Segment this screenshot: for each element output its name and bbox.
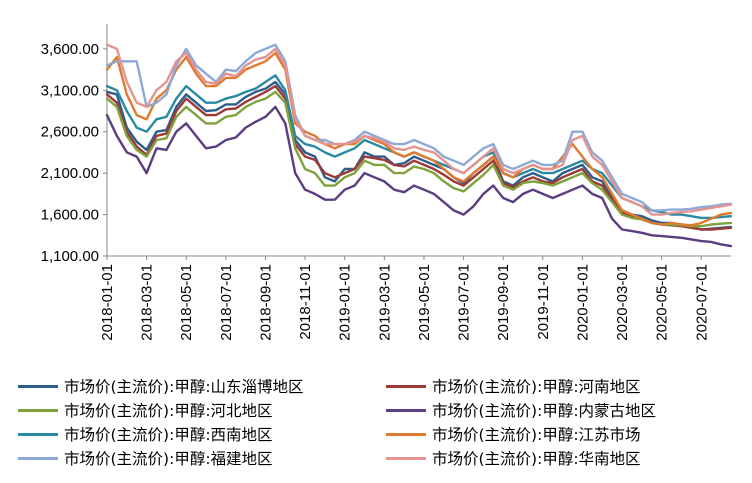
series-line-7 <box>105 43 733 212</box>
series-line-3 <box>105 90 733 228</box>
chart: 1,100.00 1,600.00 2,100.00 2,600.00 3,100.00… <box>41 24 733 341</box>
legend-swatch <box>18 432 58 436</box>
x-tick-label: 2019-03-01 <box>376 264 393 341</box>
x-tick-label: 2018-05-01 <box>178 264 195 341</box>
legend-swatch <box>18 384 58 388</box>
legend-label: 市场价(主流价):甲醇:河北地区 <box>64 402 273 420</box>
legend-label: 市场价(主流价):甲醇:山东淄博地区 <box>64 378 304 396</box>
y-tick-label: 2,600.00 <box>41 124 99 141</box>
legend-label: 市场价(主流价):甲醇:西南地区 <box>64 426 273 444</box>
x-tick-label: 2019-05-01 <box>416 264 433 341</box>
series-line-6 <box>105 51 733 227</box>
x-tick-label: 2020-01-01 <box>574 264 591 341</box>
x-tick-label: 2018-03-01 <box>139 264 156 341</box>
legend-item: 市场价(主流价):甲醇:西南地区 <box>18 422 273 446</box>
legend-item: 市场价(主流价):甲醇:河南地区 <box>386 374 641 398</box>
x-tick-label: 2020-05-01 <box>654 264 671 341</box>
legend-swatch <box>386 408 426 412</box>
series-line-2 <box>105 84 733 231</box>
y-tick-label: 1,100.00 <box>41 248 99 265</box>
y-tick-label: 1,600.00 <box>41 207 99 224</box>
series-line-4 <box>105 105 733 248</box>
legend-item: 市场价(主流价):甲醇:福建地区 <box>18 446 273 470</box>
x-tick-label: 2020-03-01 <box>614 264 631 341</box>
legend-item: 市场价(主流价):甲醇:山东淄博地区 <box>18 374 304 398</box>
legend-swatch <box>18 456 58 460</box>
legend-label: 市场价(主流价):甲醇:江苏市场 <box>432 426 641 444</box>
legend-item: 市场价(主流价):甲醇:内蒙古地区 <box>386 398 656 422</box>
legend-item: 市场价(主流价):甲醇:河北地区 <box>18 398 273 422</box>
x-tick-label: 2019-09-01 <box>495 264 512 341</box>
legend-label: 市场价(主流价):甲醇:河南地区 <box>432 378 641 396</box>
axes <box>106 24 731 257</box>
series-line-8 <box>105 43 733 216</box>
legend-label: 市场价(主流价):甲醇:华南地区 <box>432 450 641 468</box>
x-tick-label: 2018-09-01 <box>257 264 274 341</box>
legend-item: 市场价(主流价):甲醇:江苏市场 <box>386 422 641 446</box>
x-tick-label: 2018-11-01 <box>297 264 314 340</box>
x-tick-label: 2019-01-01 <box>337 264 354 341</box>
legend-swatch <box>386 456 426 460</box>
y-tick-label: 2,100.00 <box>41 165 99 182</box>
legend-swatch <box>386 432 426 436</box>
x-axis-ticks: 2018-01-01 2018-03-01 2018-05-01 2018-07-01… <box>99 256 710 341</box>
series-line-5 <box>105 74 733 220</box>
x-tick-label: 2019-11-01 <box>535 264 552 340</box>
x-tick-label: 2018-01-01 <box>99 264 116 341</box>
legend-swatch <box>386 384 426 388</box>
x-tick-label: 2020-07-01 <box>693 264 710 341</box>
y-axis-ticks: 1,100.00 1,600.00 2,100.00 2,600.00 3,100.00… <box>41 41 107 265</box>
legend-label: 市场价(主流价):甲醇:内蒙古地区 <box>432 402 657 420</box>
y-tick-label: 3,100.00 <box>41 82 99 99</box>
y-tick-label: 3,600.00 <box>41 41 99 58</box>
x-tick-label: 2018-07-01 <box>218 264 235 341</box>
legend-swatch <box>18 408 58 412</box>
legend-item: 市场价(主流价):甲醇:华南地区 <box>386 446 641 470</box>
legend-label: 市场价(主流价):甲醇:福建地区 <box>64 450 273 468</box>
series-lines <box>105 43 733 248</box>
x-tick-label: 2019-07-01 <box>456 264 473 341</box>
